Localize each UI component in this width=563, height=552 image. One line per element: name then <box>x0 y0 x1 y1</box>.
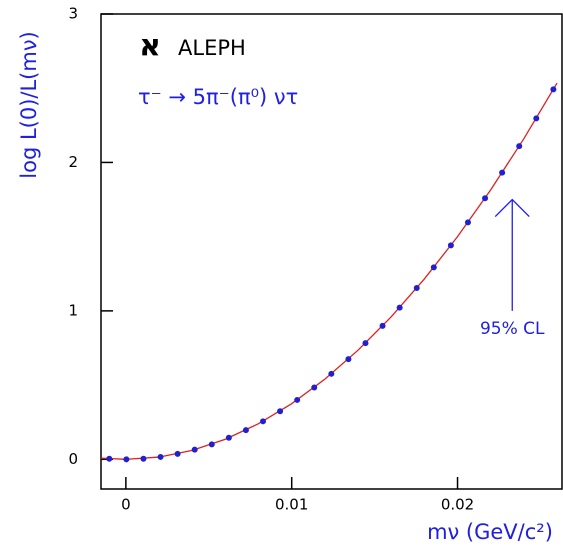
point <box>413 285 420 292</box>
point <box>157 453 164 460</box>
y-tick-label: 1 <box>68 301 78 319</box>
y-tick-label: 3 <box>68 5 78 23</box>
annotation: 95% CL <box>480 319 545 339</box>
point <box>328 370 335 377</box>
point <box>362 340 369 347</box>
point <box>482 195 489 202</box>
point <box>260 418 267 425</box>
chart-title: ALEPH <box>178 36 246 60</box>
point <box>140 455 147 462</box>
x-tick-label: 0 <box>121 496 131 514</box>
point <box>550 86 557 93</box>
point <box>345 356 352 363</box>
point <box>516 143 523 150</box>
point <box>123 456 130 463</box>
x-tick-label: 0.01 <box>275 496 308 514</box>
point <box>242 427 249 434</box>
point <box>447 242 454 249</box>
point <box>464 219 471 226</box>
y-axis-label: log L(0)/L(mν) <box>17 31 41 178</box>
point <box>396 304 403 311</box>
subtitle: τ⁻ → 5π⁻(π⁰) ντ <box>138 85 298 109</box>
point <box>379 322 386 329</box>
point <box>225 434 232 441</box>
point <box>533 115 540 122</box>
logo: א <box>139 29 161 64</box>
y-tick-label: 0 <box>68 450 78 468</box>
point <box>277 408 284 415</box>
x-axis-label: mν (GeV/c²) <box>427 520 553 544</box>
point <box>208 441 215 448</box>
x-tick-label: 0.02 <box>441 496 474 514</box>
plot-frame <box>100 13 563 490</box>
point <box>430 264 437 271</box>
point <box>174 450 181 457</box>
point <box>294 396 301 403</box>
point <box>311 384 318 391</box>
y-tick-label: 2 <box>68 153 78 171</box>
fit-line <box>100 82 558 460</box>
point <box>191 446 198 453</box>
point <box>106 455 113 462</box>
point <box>499 169 506 176</box>
arrow-head <box>494 198 530 218</box>
